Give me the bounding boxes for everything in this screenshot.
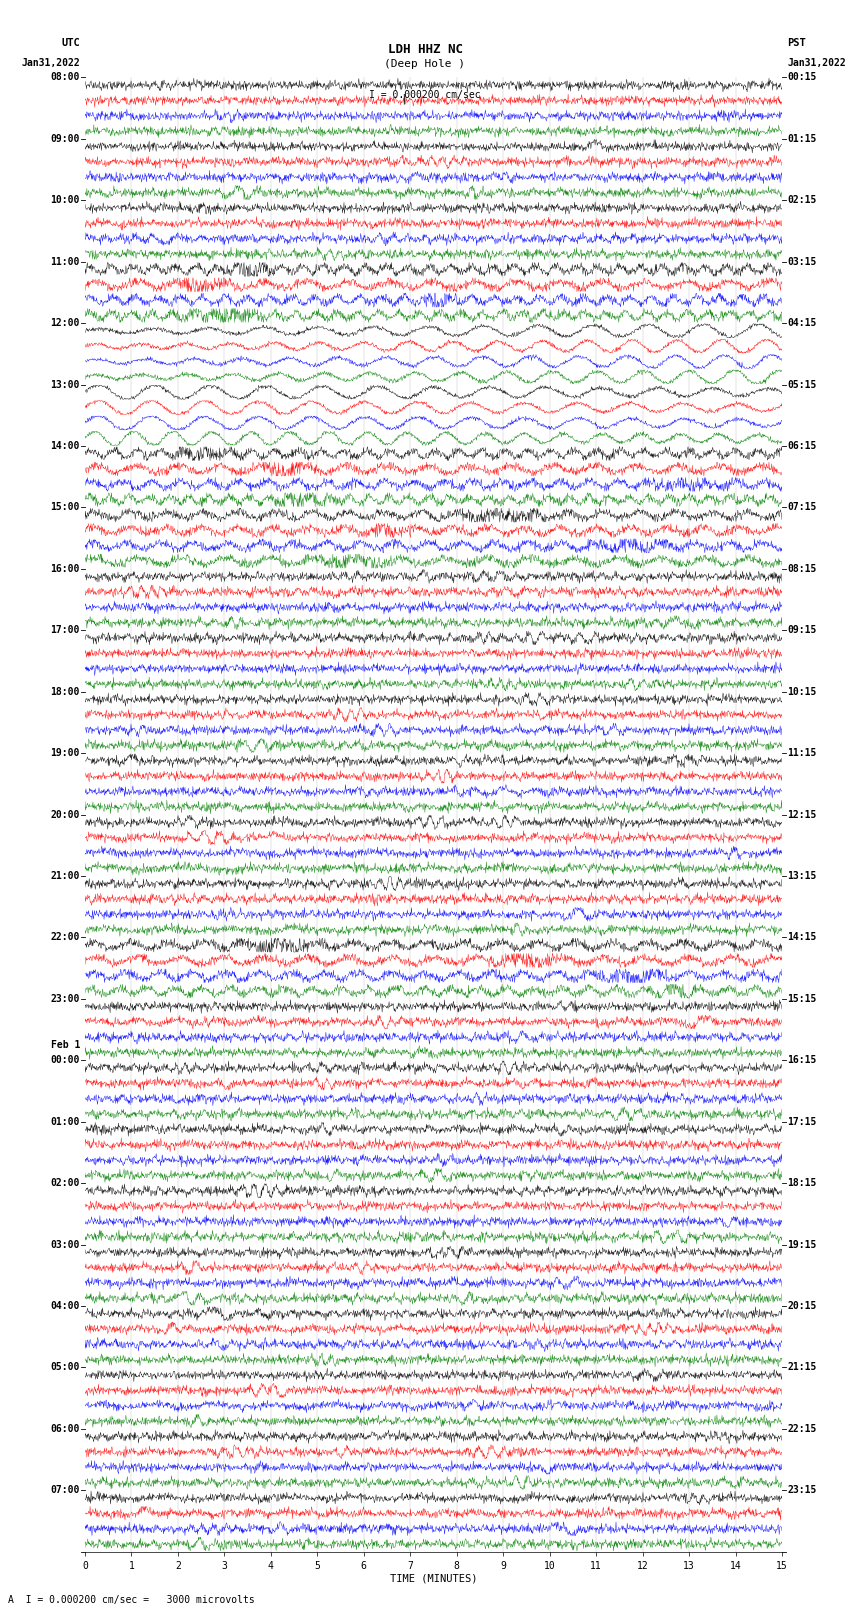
Text: 08:00: 08:00 xyxy=(50,73,80,82)
Text: 05:15: 05:15 xyxy=(787,379,817,390)
Text: 01:00: 01:00 xyxy=(50,1116,80,1127)
Text: 16:00: 16:00 xyxy=(50,565,80,574)
Text: 04:15: 04:15 xyxy=(787,318,817,327)
Text: 22:15: 22:15 xyxy=(787,1424,817,1434)
Text: Jan31,2022: Jan31,2022 xyxy=(787,58,846,68)
Text: 07:00: 07:00 xyxy=(50,1486,80,1495)
Text: 20:00: 20:00 xyxy=(50,810,80,819)
Text: 05:00: 05:00 xyxy=(50,1363,80,1373)
Text: 01:15: 01:15 xyxy=(787,134,817,144)
Text: 12:00: 12:00 xyxy=(50,318,80,327)
Text: 16:15: 16:15 xyxy=(787,1055,817,1065)
Text: 09:15: 09:15 xyxy=(787,626,817,636)
Text: 22:00: 22:00 xyxy=(50,932,80,942)
Text: Feb 1: Feb 1 xyxy=(50,1040,80,1050)
Text: 19:00: 19:00 xyxy=(50,748,80,758)
Text: |: | xyxy=(400,94,407,105)
Text: (Deep Hole ): (Deep Hole ) xyxy=(384,60,466,69)
Text: 23:00: 23:00 xyxy=(50,994,80,1003)
Text: 13:15: 13:15 xyxy=(787,871,817,881)
Text: 18:00: 18:00 xyxy=(50,687,80,697)
Text: PST: PST xyxy=(787,39,806,48)
Text: 09:00: 09:00 xyxy=(50,134,80,144)
Text: 02:00: 02:00 xyxy=(50,1177,80,1189)
Text: 11:00: 11:00 xyxy=(50,256,80,266)
Text: 03:00: 03:00 xyxy=(50,1239,80,1250)
Text: A  I = 0.000200 cm/sec =   3000 microvolts: A I = 0.000200 cm/sec = 3000 microvolts xyxy=(8,1595,255,1605)
Text: 11:15: 11:15 xyxy=(787,748,817,758)
Text: 15:00: 15:00 xyxy=(50,502,80,513)
Text: 08:15: 08:15 xyxy=(787,565,817,574)
Text: 17:15: 17:15 xyxy=(787,1116,817,1127)
Text: 00:00: 00:00 xyxy=(50,1055,80,1065)
X-axis label: TIME (MINUTES): TIME (MINUTES) xyxy=(390,1574,477,1584)
Text: 13:00: 13:00 xyxy=(50,379,80,390)
Text: 15:15: 15:15 xyxy=(787,994,817,1003)
Text: 21:15: 21:15 xyxy=(787,1363,817,1373)
Text: Jan31,2022: Jan31,2022 xyxy=(21,58,80,68)
Text: 20:15: 20:15 xyxy=(787,1302,817,1311)
Text: 14:00: 14:00 xyxy=(50,440,80,452)
Text: 12:15: 12:15 xyxy=(787,810,817,819)
Text: 06:00: 06:00 xyxy=(50,1424,80,1434)
Text: 21:00: 21:00 xyxy=(50,871,80,881)
Text: 07:15: 07:15 xyxy=(787,502,817,513)
Text: I = 0.000200 cm/sec: I = 0.000200 cm/sec xyxy=(369,90,481,100)
Text: 04:00: 04:00 xyxy=(50,1302,80,1311)
Text: UTC: UTC xyxy=(61,39,80,48)
Text: 10:15: 10:15 xyxy=(787,687,817,697)
Text: 02:15: 02:15 xyxy=(787,195,817,205)
Text: 17:00: 17:00 xyxy=(50,626,80,636)
Text: 10:00: 10:00 xyxy=(50,195,80,205)
Text: 19:15: 19:15 xyxy=(787,1239,817,1250)
Text: 23:15: 23:15 xyxy=(787,1486,817,1495)
Text: 18:15: 18:15 xyxy=(787,1177,817,1189)
Text: 06:15: 06:15 xyxy=(787,440,817,452)
Text: LDH HHZ NC: LDH HHZ NC xyxy=(388,44,462,56)
Text: 14:15: 14:15 xyxy=(787,932,817,942)
Text: 00:15: 00:15 xyxy=(787,73,817,82)
Text: 03:15: 03:15 xyxy=(787,256,817,266)
